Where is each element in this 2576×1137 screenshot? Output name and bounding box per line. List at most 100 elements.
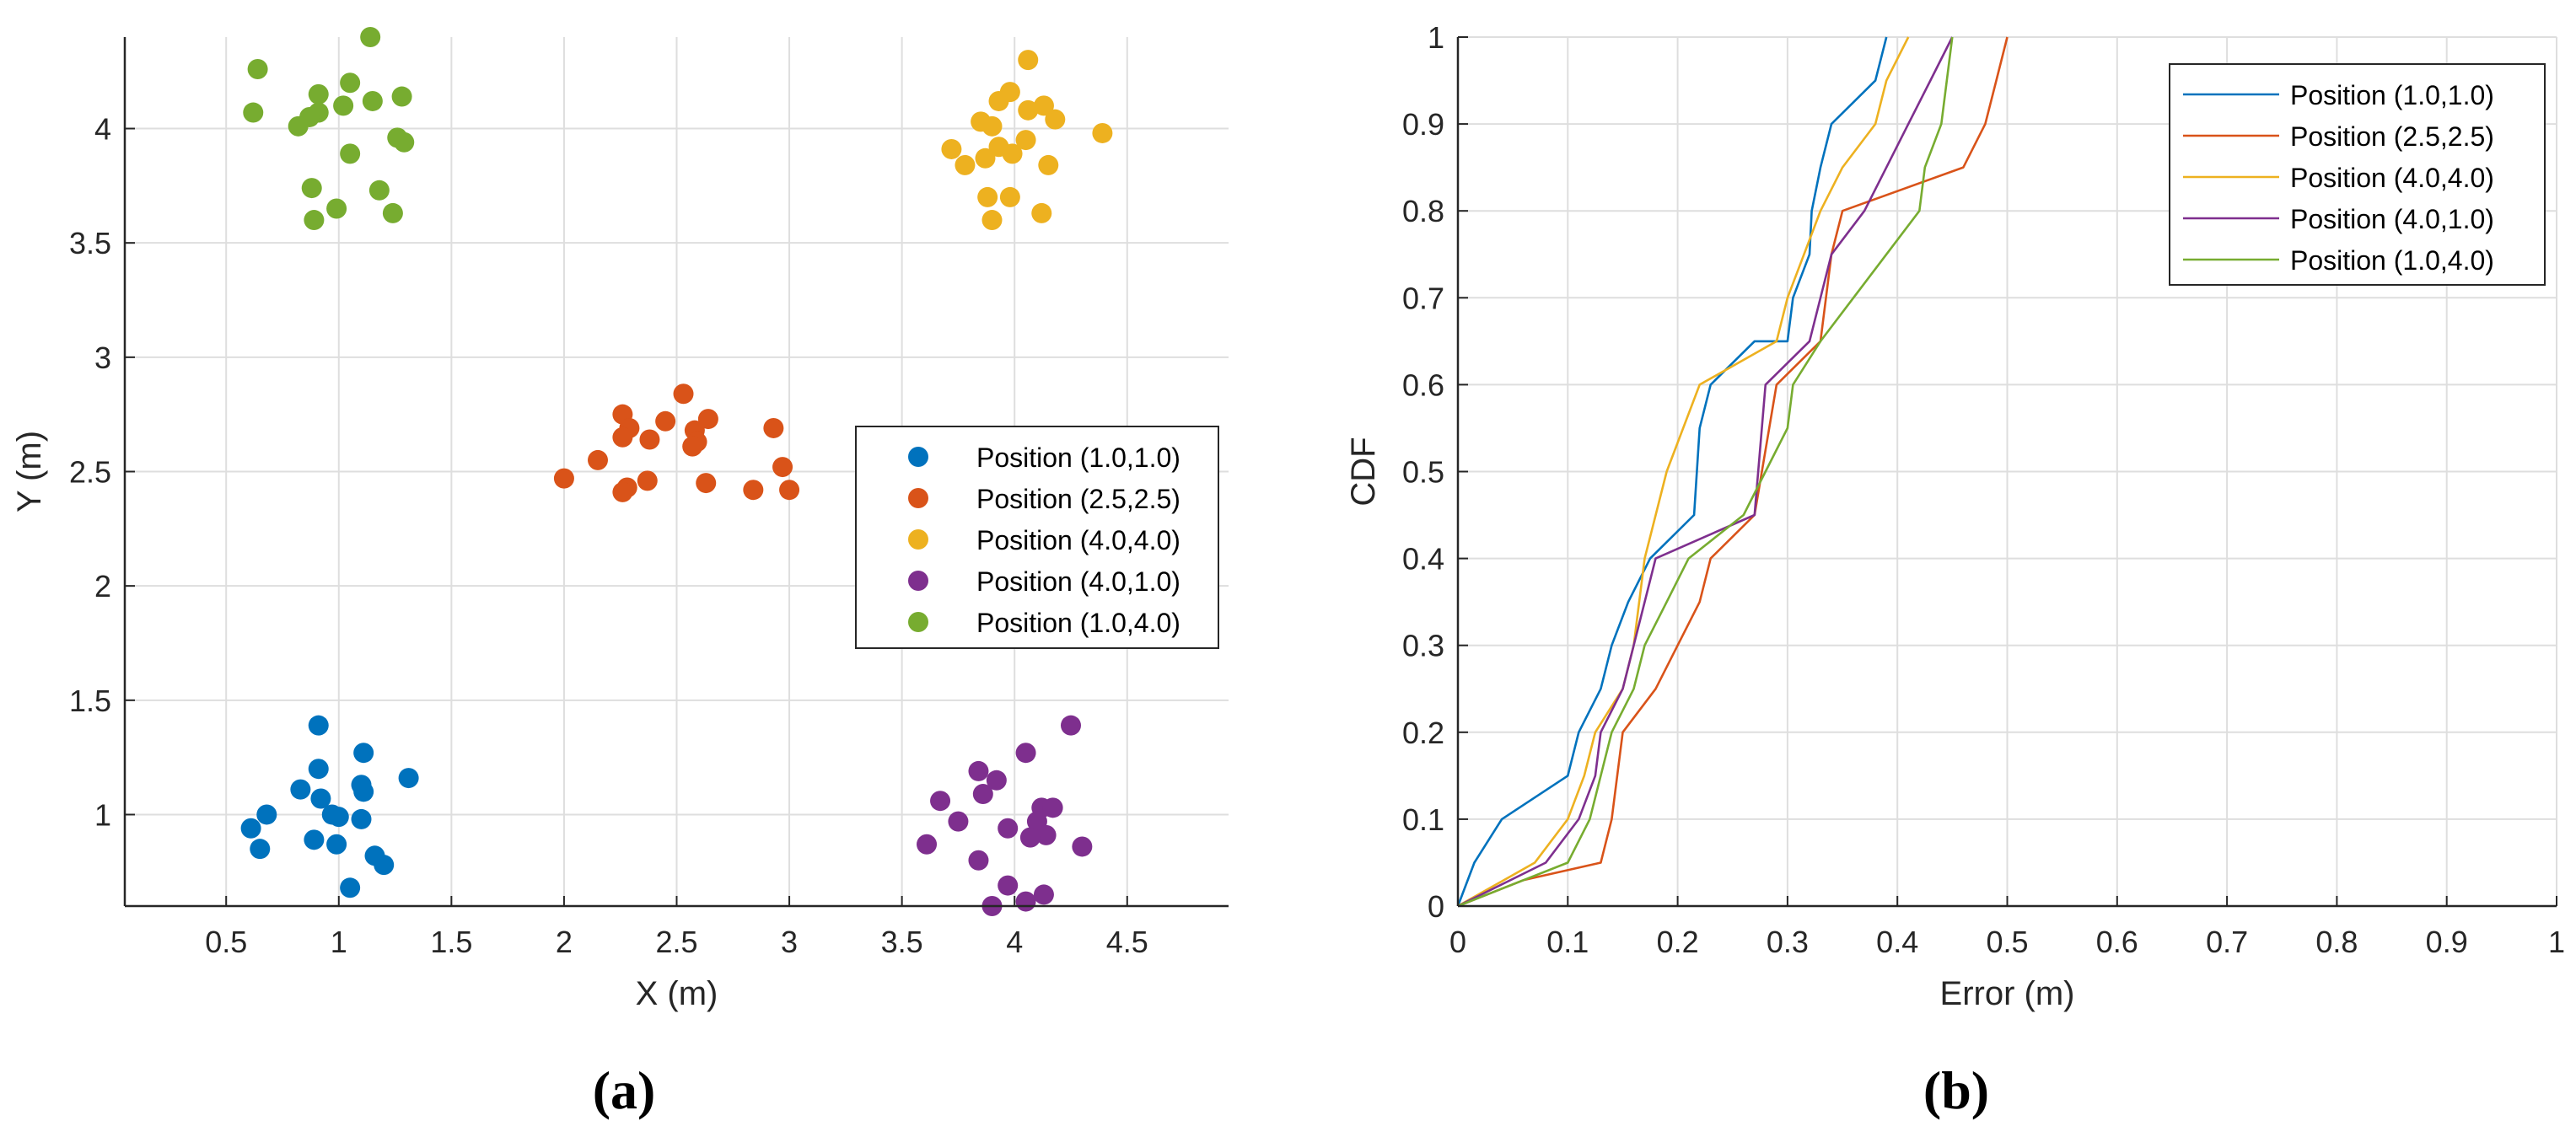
scatter-point (374, 855, 395, 876)
series-2 (553, 383, 800, 502)
x-tick-label: 2.5 (655, 925, 697, 959)
scatter-point (612, 426, 633, 448)
x-tick-label: 0.2 (1657, 925, 1699, 959)
scatter-point (696, 473, 717, 494)
x-tick-label: 2 (556, 925, 573, 959)
scatter-point (243, 102, 264, 123)
scatter-point (398, 768, 419, 789)
scatter-point (975, 147, 996, 169)
scatter-point (999, 186, 1020, 207)
scatter-point (368, 180, 390, 201)
scatter-point (1018, 50, 1039, 71)
scatter-point (310, 788, 331, 809)
scatter-point (326, 198, 347, 219)
x-tick-label: 1.5 (430, 925, 472, 959)
panel-label: (b) (1923, 1060, 1989, 1120)
panel-label: (a) (593, 1060, 656, 1120)
scatter-point (382, 202, 403, 223)
chart-b: 0 0.1 0.2 0.3 0.4 0.5 0.6 0.7 0.8 0.9 1 0 0.1 0.2 0.3 0… (1345, 20, 2565, 1120)
x-tick-label: 4.5 (1106, 925, 1148, 959)
scatter-point (968, 760, 989, 781)
x-tick-label: 0 (1449, 925, 1466, 959)
legend-box (2169, 63, 2546, 286)
scatter-point (247, 58, 268, 79)
legend-marker (908, 571, 928, 591)
legend-entry: Position (4.0,1.0) (2290, 204, 2494, 234)
legend-entry: Position (2.5,2.5) (976, 484, 1180, 514)
scatter-point (308, 759, 329, 780)
x-tick-label: 0.8 (2315, 925, 2358, 959)
scatter-point (743, 480, 764, 501)
scatter-point (394, 131, 415, 153)
scatter-point (360, 27, 381, 47)
scatter-point (697, 409, 718, 430)
x-tick-label: 0.4 (1876, 925, 1918, 959)
y-tick-label: 0.4 (1402, 542, 1444, 577)
y-tick-label: 0.5 (1402, 455, 1444, 490)
scatter-point (1015, 130, 1036, 151)
y-tick-label: 0.1 (1402, 802, 1444, 837)
series-line-3 (1457, 36, 1910, 908)
scatter-point (955, 154, 976, 175)
legend-entry: Position (4.0,1.0) (976, 566, 1180, 597)
x-axis-label: X (m) (636, 975, 718, 1012)
scatter-point (986, 770, 1007, 791)
scatter-point (304, 210, 325, 231)
x-tick-label: 0.5 (205, 925, 247, 959)
scatter-point (304, 829, 325, 850)
series-line-4 (1457, 36, 1954, 908)
scatter-point (1045, 109, 1066, 130)
legend-entry: Position (1.0,1.0) (2290, 80, 2494, 110)
scatter-point (340, 72, 361, 94)
scatter-point (763, 417, 784, 438)
scatter-point (1035, 824, 1057, 845)
scatter-point (988, 90, 1009, 111)
y-axis-label: Y (m) (11, 431, 48, 512)
scatter-point (948, 811, 969, 832)
x-tick-label: 3 (781, 925, 798, 959)
y-tick-label: 1.5 (69, 684, 111, 718)
scatter-point (998, 818, 1019, 839)
legend-entry: Position (2.5,2.5) (2290, 121, 2494, 152)
legend-entry: Position (1.0,4.0) (976, 608, 1180, 638)
y-tick-label: 4 (94, 112, 111, 147)
y-tick-label: 0.3 (1402, 629, 1444, 663)
scatter-point (1019, 827, 1041, 848)
scatter-point (941, 138, 962, 159)
scatter-point (1061, 715, 1081, 736)
y-tick-label: 0 (1428, 889, 1444, 924)
scatter-point (328, 807, 349, 828)
scatter-point (391, 86, 412, 107)
legend-entry: Position (4.0,4.0) (2290, 163, 2494, 193)
scatter-point (340, 143, 361, 164)
legend-entry: Position (1.0,4.0) (2290, 245, 2494, 276)
scatter-point (301, 178, 322, 199)
scatter-point (779, 480, 800, 501)
series-line-2 (1457, 36, 2009, 908)
scatter-point (326, 834, 347, 855)
scatter-point (362, 90, 383, 111)
scatter-point (240, 818, 261, 839)
scatter-point (353, 781, 374, 802)
y-tick-label: 0.9 (1402, 107, 1444, 142)
scatter-point (288, 115, 309, 137)
y-tick-label: 0.8 (1402, 194, 1444, 228)
scatter-point (612, 481, 633, 502)
y-tick-label: 0.6 (1402, 367, 1444, 402)
series-line-5 (1457, 36, 1954, 908)
scatter-point (1092, 122, 1113, 143)
legend-marker (908, 612, 928, 632)
y-tick-label: 2.5 (69, 455, 111, 490)
scatter-point (1038, 154, 1059, 175)
legend-marker (908, 488, 928, 508)
legend-entry: Position (4.0,4.0) (976, 525, 1180, 555)
scatter-point (256, 804, 277, 825)
scatter-point (333, 95, 354, 116)
scatter-point (673, 383, 694, 405)
scatter-point (250, 839, 271, 860)
scatter-point (972, 784, 993, 805)
x-tick-label: 0.6 (2096, 925, 2138, 959)
scatter-point (917, 834, 938, 855)
scatter-point (981, 210, 1003, 231)
scatter-point (553, 468, 574, 489)
